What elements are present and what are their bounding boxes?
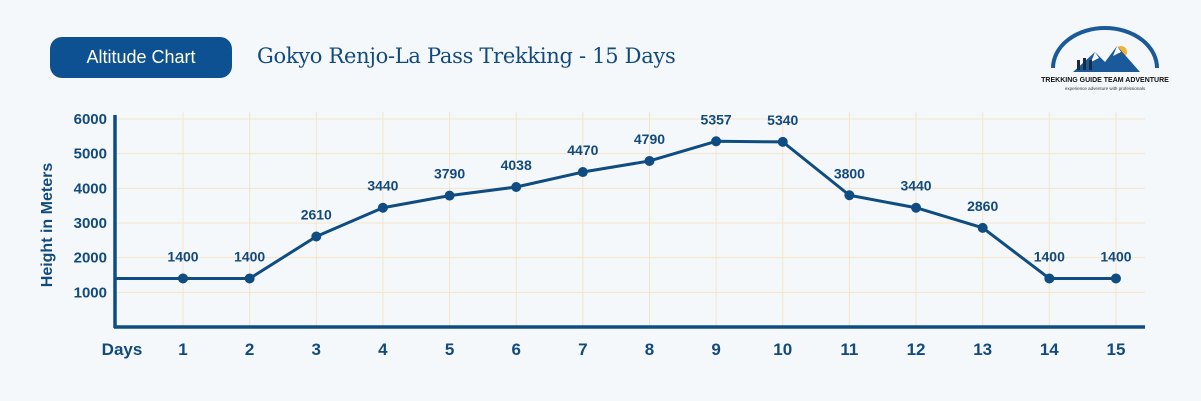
data-point: [311, 231, 322, 242]
x-tick-label: 13: [973, 340, 992, 359]
x-tick-label: 1: [178, 340, 187, 359]
data-point: [844, 190, 855, 201]
data-point: [444, 190, 455, 201]
series: 1400 1400 2610 3440 3790 4038 4470 4790 5357 5340…: [115, 111, 1132, 284]
x-tick-label: 9: [711, 340, 720, 359]
data-label: 5340: [767, 112, 798, 128]
y-tick-label: 3000: [74, 215, 107, 232]
x-tick-label: 8: [645, 340, 654, 359]
y-tick-label: 6000: [74, 111, 107, 128]
x-tick-label: 3: [312, 340, 321, 359]
data-point: [644, 155, 655, 166]
x-tick-label: 5: [445, 340, 454, 359]
data-label: 4038: [501, 157, 532, 173]
data-label: 1400: [167, 248, 198, 264]
data-label: 4790: [634, 131, 665, 147]
data-point: [577, 167, 588, 178]
chart-title: Gokyo Renjo-La Pass Trekking - 15 Days: [257, 44, 676, 68]
data-point: [178, 273, 188, 284]
logo-tagline: experience adventure with professionals: [1065, 86, 1146, 91]
altitude-line: [115, 139, 1116, 280]
x-tick-label: 15: [1106, 340, 1125, 359]
y-tick-label: 1000: [74, 284, 107, 301]
x-tick-label: 12: [907, 340, 926, 359]
data-point: [777, 136, 788, 147]
data-label: 3440: [367, 178, 398, 194]
x-tick-label: 2: [245, 340, 254, 359]
data-point: [1044, 273, 1055, 284]
x-tick-label: 4: [378, 340, 388, 359]
data-label: 2860: [967, 198, 998, 214]
grid: [115, 112, 1145, 327]
x-axis-label: Days: [102, 340, 143, 359]
y-axis-label: Height in Meters: [39, 163, 56, 288]
y-tick-label: 4000: [74, 180, 107, 197]
data-label: 1400: [1100, 248, 1131, 264]
x-tick-label: 10: [773, 340, 792, 359]
logo-name: TREKKING GUIDE TEAM ADVENTURE: [1041, 77, 1169, 84]
data-point: [244, 273, 255, 284]
data-label: 3440: [900, 178, 931, 194]
x-tick-label: 7: [578, 340, 587, 359]
data-label: 1400: [1034, 248, 1065, 264]
y-tick-label: 2000: [74, 250, 107, 267]
logo: TREKKING GUIDE TEAM ADVENTURE experience…: [1025, 22, 1185, 98]
data-label: 3790: [434, 166, 465, 182]
mountain-logo-icon: TREKKING GUIDE TEAM ADVENTURE experience…: [1041, 26, 1169, 91]
data-point: [377, 202, 388, 213]
data-point: [711, 136, 722, 147]
x-tick-label: 11: [840, 340, 858, 359]
data-point: [977, 222, 988, 233]
y-tick-label: 5000: [74, 146, 107, 163]
x-tick-label: 6: [511, 340, 520, 359]
x-tick-label: 14: [1040, 340, 1059, 359]
altitude-chart-badge: Altitude Chart: [50, 37, 232, 78]
data-point: [911, 202, 922, 213]
data-point: [511, 182, 522, 193]
data-label: 5357: [701, 111, 732, 127]
data-label: 1400: [234, 248, 265, 264]
data-label: 3800: [834, 165, 865, 181]
data-label: 2610: [301, 207, 332, 223]
data-point: [1110, 273, 1121, 284]
data-label: 4470: [567, 142, 598, 158]
